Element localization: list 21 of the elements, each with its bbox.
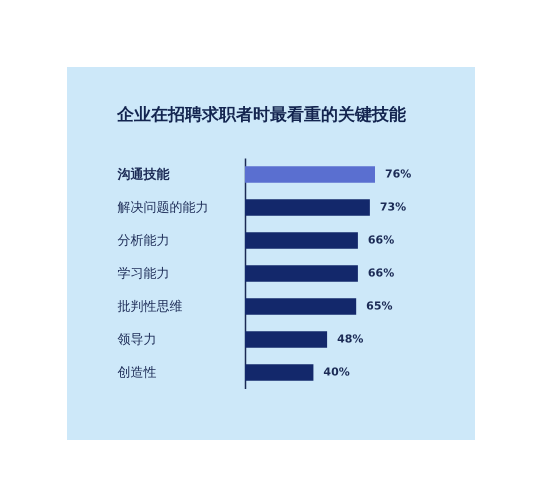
data-label: 66% (368, 266, 394, 280)
bar (245, 166, 375, 183)
y-tick-label: 沟通技能 (116, 166, 170, 182)
bar (245, 232, 358, 249)
data-label: 66% (368, 234, 394, 246)
bar (245, 265, 358, 282)
y-tick-label: 学习能力 (118, 266, 170, 282)
bar (245, 298, 356, 315)
y-tick-label: 解决问题的能力 (118, 200, 208, 216)
bar (245, 364, 314, 381)
y-tick-label: 创造性 (118, 366, 156, 380)
data-label: 65% (366, 300, 393, 312)
y-tick-label: 分析能力 (118, 234, 170, 248)
bar (245, 199, 370, 216)
data-label: 40% (323, 366, 350, 378)
data-label: 48% (337, 332, 364, 346)
data-label: 76% (385, 168, 412, 180)
y-tick-label: 领导力 (118, 332, 156, 348)
data-label: 73% (380, 200, 406, 214)
y-tick-label: 批判性思维 (118, 300, 182, 314)
bar (245, 331, 328, 348)
